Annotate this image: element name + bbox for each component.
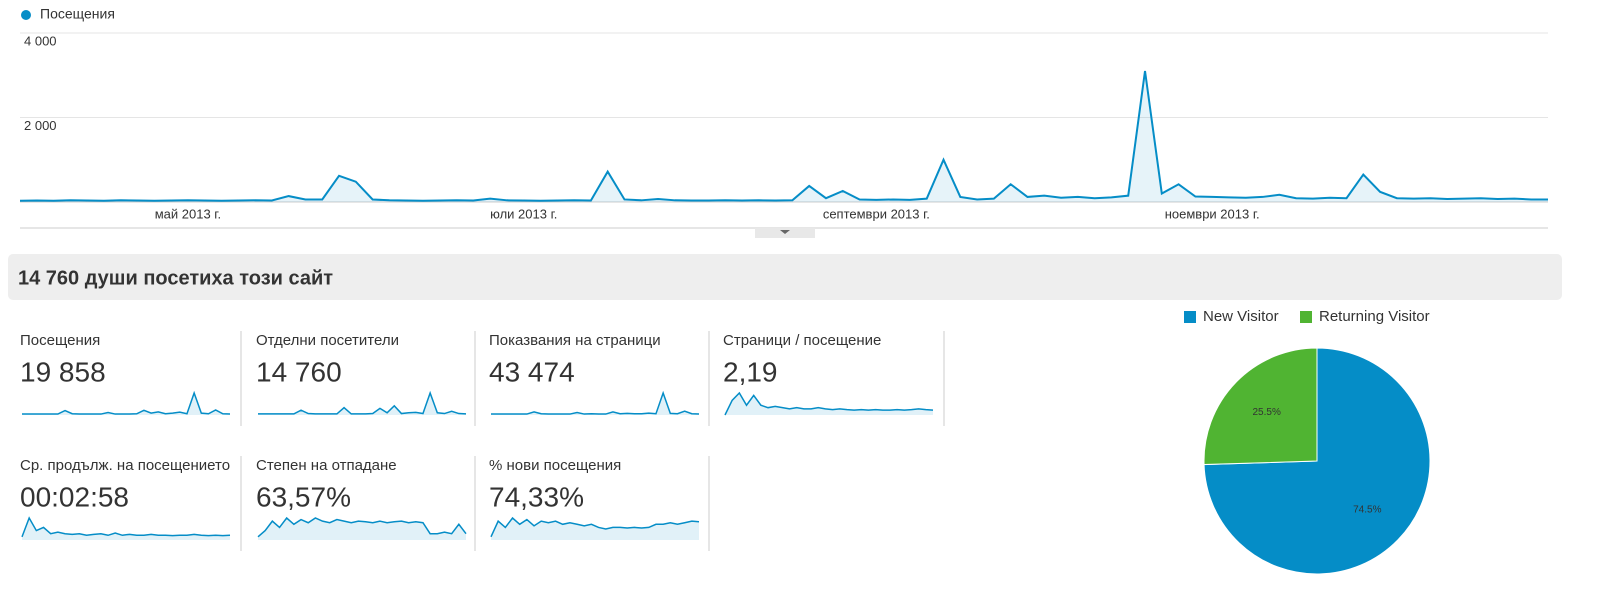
legend-swatch [1184, 311, 1196, 323]
metric-label: Посещения [20, 332, 100, 349]
metric-label: Степен на отпадане [256, 457, 397, 474]
sparkline [21, 516, 231, 538]
sparkline [490, 516, 700, 538]
sparkline-area [725, 393, 933, 415]
metric-label: Ср. продълж. на посещението [20, 457, 230, 474]
pie-slice [1203, 347, 1318, 466]
sparkline-area [258, 518, 466, 540]
sparkline-area [491, 393, 699, 415]
slice-label: 74.5% [1353, 504, 1381, 515]
metric-value: 00:02:58 [20, 481, 129, 512]
slice-label: 25.5% [1253, 407, 1281, 418]
metric-value: 43 474 [489, 356, 575, 387]
metric-label: Страници / посещение [723, 332, 881, 349]
x-tick-label: ноември 2013 г. [1165, 206, 1260, 221]
x-tick-label: юли 2013 г. [490, 206, 557, 221]
legend-label: Посещения [40, 6, 115, 22]
legend-swatch [1300, 311, 1312, 323]
sparkline-area [22, 518, 230, 540]
legend-label: Returning Visitor [1319, 308, 1430, 325]
sparkline [724, 391, 934, 416]
metric-value: 63,57% [256, 481, 351, 512]
headline-bar [8, 254, 1562, 300]
metric-value: 74,33% [489, 481, 584, 512]
expand-arrow [780, 230, 790, 234]
metric-value: 19 858 [20, 356, 106, 387]
metric-label: Отделни посетители [256, 332, 399, 349]
y-tick-label: 4 000 [24, 33, 57, 48]
metric-value: 14 760 [256, 356, 342, 387]
metric-value: 2,19 [723, 356, 778, 387]
legend-label: New Visitor [1203, 308, 1279, 325]
headline: 14 760 души посетиха този сайт [18, 267, 333, 289]
x-tick-label: май 2013 г. [155, 206, 221, 221]
metric-label: % нови посещения [489, 457, 621, 474]
legend-dot [21, 10, 31, 20]
metric-label: Показвания на страници [489, 332, 661, 349]
sparkline [491, 390, 700, 415]
sparkline [257, 516, 467, 538]
sparkline-area [491, 518, 699, 540]
area [20, 71, 1548, 203]
sparkline [258, 390, 467, 415]
x-tick-label: септември 2013 г. [823, 206, 930, 221]
line [19, 70, 1548, 202]
sparkline [22, 390, 231, 415]
y-tick-label: 2 000 [24, 118, 57, 133]
